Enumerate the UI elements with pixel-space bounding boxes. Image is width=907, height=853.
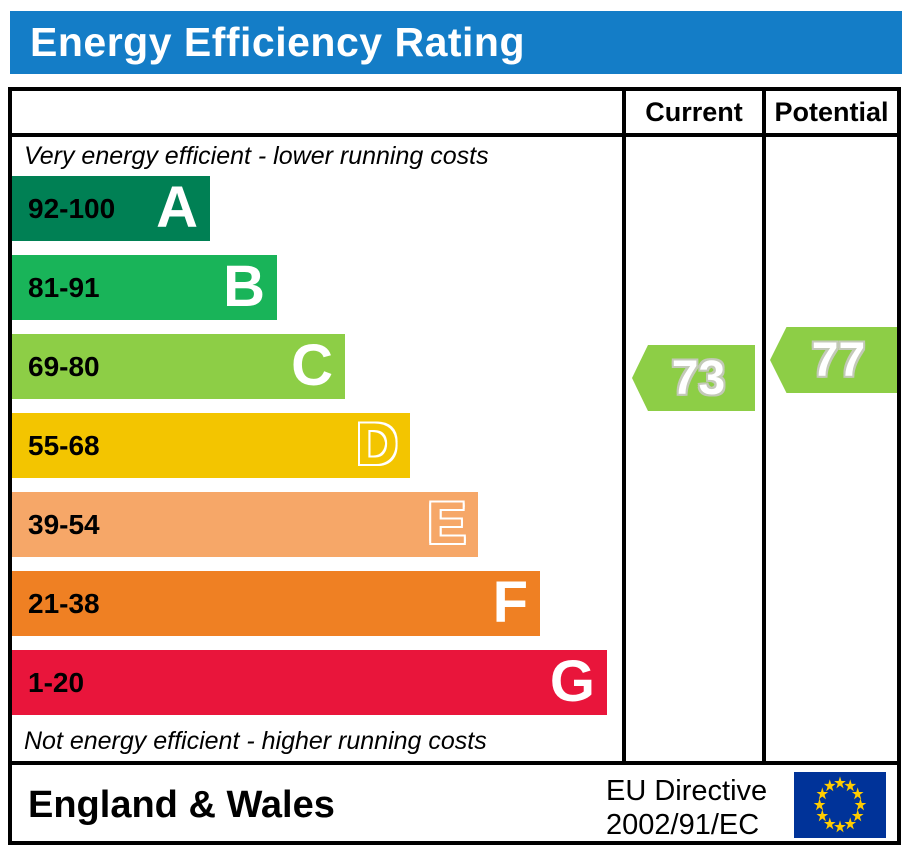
footer-divider-line (8, 761, 901, 765)
current-column-header: Current (645, 96, 743, 127)
header-divider-line (8, 133, 901, 137)
potential-rating-value: 77 (811, 333, 866, 387)
band-range-g: 1-20 (28, 666, 85, 698)
band-row-a: 92-100 A (12, 176, 210, 241)
eu-directive-line2: 2002/91/EC (606, 809, 760, 841)
band-range-f: 21-38 (28, 587, 100, 619)
potential-column-header: Potential (774, 96, 889, 127)
bottom-note: Not energy efficient - higher running co… (24, 727, 487, 755)
band-range-a: 92-100 (28, 192, 116, 224)
band-row-f: 21-38 F (12, 571, 540, 636)
band-letter-c: C (291, 333, 333, 398)
band-range-d: 55-68 (28, 429, 100, 461)
title-bar: Energy Efficiency Rating (10, 11, 902, 74)
band-range-e: 39-54 (28, 508, 100, 540)
band-letter-g: G (549, 649, 595, 714)
eu-flag-icon (794, 772, 886, 838)
band-letter-b: B (223, 254, 265, 319)
band-row-e: 39-54 E (12, 492, 478, 557)
eu-directive-label: EU Directive 2002/91/EC (606, 774, 767, 842)
current-rating-value: 73 (671, 351, 726, 405)
region-label: England & Wales (28, 783, 335, 826)
top-note: Very energy efficient - lower running co… (24, 142, 489, 170)
band-letter-e: E (427, 491, 466, 556)
potential-rating-arrow: 77 (770, 327, 897, 393)
page-title: Energy Efficiency Rating (30, 19, 526, 65)
band-letter-a: A (156, 175, 198, 240)
current-column-divider (622, 87, 626, 765)
band-letter-d: D (356, 412, 398, 477)
potential-column-divider (762, 87, 766, 765)
band-row-d: 55-68 D (12, 413, 410, 478)
band-row-g: 1-20 G (12, 650, 607, 715)
band-range-c: 69-80 (28, 350, 100, 382)
eu-directive-line1: EU Directive (606, 775, 768, 807)
current-rating-arrow: 73 (632, 345, 755, 411)
band-row-c: 69-80 C (12, 334, 345, 399)
band-letter-f: F (492, 570, 528, 635)
band-range-b: 81-91 (28, 271, 100, 303)
band-row-b: 81-91 B (12, 255, 277, 320)
